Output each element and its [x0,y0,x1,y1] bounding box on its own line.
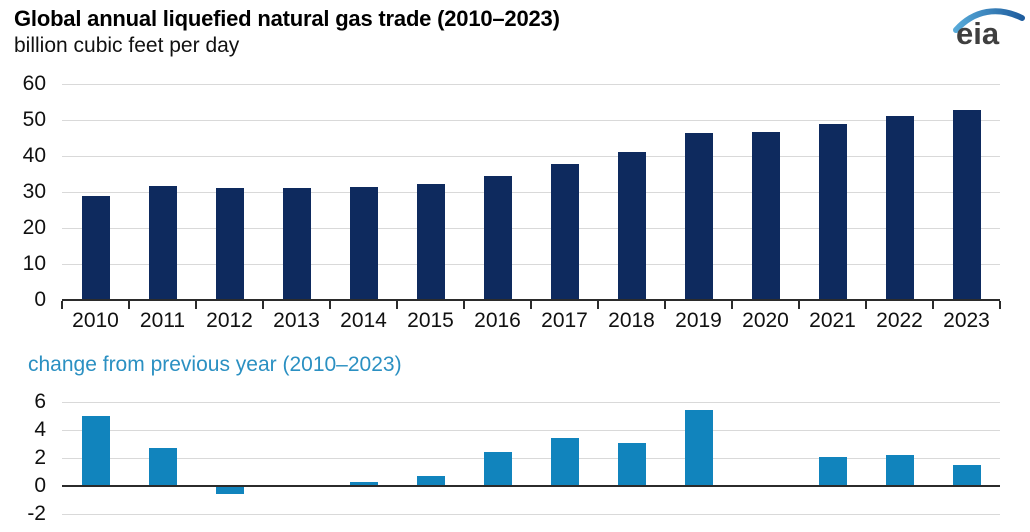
bar-2011 [148,186,177,300]
bar-2015 [416,184,445,300]
y-tick-label-20: 20 [22,216,46,239]
bar-2021 [818,123,847,300]
x-axis-tick [731,301,733,309]
change-chart-title: change from previous year (2010–2023) [28,353,402,376]
gridline-40 [62,156,1000,157]
bar-2010 [81,416,110,486]
bar-2022 [885,116,914,300]
y-tick-label-50: 50 [22,108,46,131]
x-axis-tick [597,301,599,309]
bar-2022 [885,455,914,486]
x-axis-tick [329,301,331,309]
gridline-4 [62,430,1000,431]
bar-2010 [81,195,110,300]
gridline-10 [62,264,1000,265]
bar-2019 [684,132,713,300]
x-tick-label-2018: 2018 [608,309,655,332]
x-tick-label-2017: 2017 [541,309,588,332]
y-tick-label-2: 2 [34,446,46,469]
bar-2023 [952,465,981,486]
bar-2013 [282,188,311,300]
x-tick-label-2021: 2021 [809,309,856,332]
y-tick-label--2: -2 [27,502,46,525]
bar-2018 [617,152,646,300]
x-tick-label-2022: 2022 [876,309,923,332]
x-tick-label-2023: 2023 [943,309,990,332]
y-tick-label-30: 30 [22,180,46,203]
x-axis-line [62,485,1000,487]
x-axis-tick [61,301,63,309]
x-axis-tick [128,301,130,309]
gridline-6 [62,402,1000,403]
x-axis-tick [664,301,666,309]
bar-2012 [215,486,244,495]
x-axis-tick [262,301,264,309]
x-tick-label-2014: 2014 [340,309,387,332]
bar-2023 [952,110,981,300]
gridline-20 [62,228,1000,229]
x-axis-tick [999,301,1001,309]
x-axis-tick [865,301,867,309]
gridline-60 [62,84,1000,85]
eia-logo-text: eia [956,16,1000,51]
x-axis-tick [798,301,800,309]
bar-2018 [617,442,646,486]
y-tick-label-60: 60 [22,72,46,95]
bar-2017 [550,163,579,300]
x-tick-label-2011: 2011 [139,309,186,332]
bar-2015 [416,476,445,486]
eia-swoosh-icon [953,8,1025,33]
chart-units-label: billion cubic feet per day [14,34,240,57]
bar-2021 [818,456,847,486]
bar-2012 [215,188,244,300]
x-tick-label-2015: 2015 [407,309,454,332]
y-tick-label-40: 40 [22,144,46,167]
y-tick-label-4: 4 [34,418,46,441]
x-tick-label-2012: 2012 [206,309,253,332]
y-tick-label-10: 10 [22,252,46,275]
bar-2016 [483,452,512,486]
y-tick-label-0: 0 [34,288,46,311]
bar-2011 [148,448,177,486]
x-axis-tick [463,301,465,309]
bar-2014 [349,186,378,300]
gridline-2 [62,458,1000,459]
x-tick-label-2019: 2019 [675,309,722,332]
chart-title: Global annual liquefied natural gas trad… [14,6,560,31]
x-axis-tick [530,301,532,309]
bar-2014 [349,481,378,486]
gridline-30 [62,192,1000,193]
eia-logo: eia [950,4,1026,56]
y-tick-label-0: 0 [34,474,46,497]
x-tick-label-2010: 2010 [72,309,119,332]
x-tick-label-2013: 2013 [273,309,320,332]
x-axis-tick [396,301,398,309]
x-tick-label-2020: 2020 [742,309,789,332]
x-axis-line [62,299,1000,301]
x-tick-label-2016: 2016 [474,309,521,332]
bar-2017 [550,438,579,486]
bar-2016 [483,175,512,300]
gridline--2 [62,514,1000,515]
bar-2020 [751,131,780,300]
y-tick-label-6: 6 [34,390,46,413]
x-axis-tick [932,301,934,309]
bar-2019 [684,410,713,486]
gridline-50 [62,120,1000,121]
x-axis-tick [195,301,197,309]
